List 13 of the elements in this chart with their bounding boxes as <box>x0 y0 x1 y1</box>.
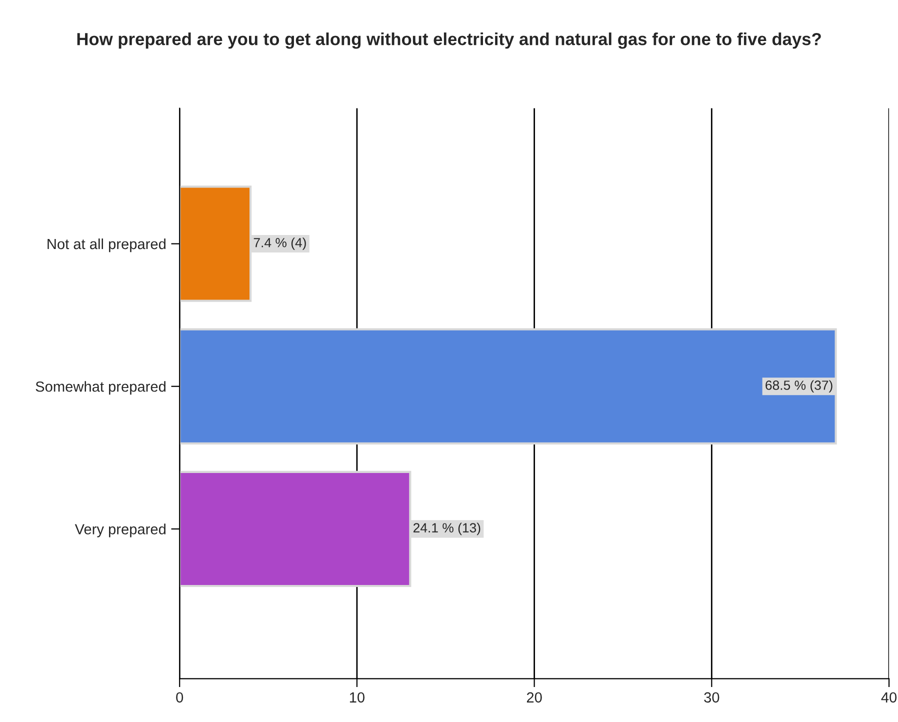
chart-title: How prepared are you to get along without electricity and natural gas for one to five days? <box>77 32 821 49</box>
y-tick-label: Not at all prepared <box>48 238 166 252</box>
x-tick-label: 0 <box>176 692 184 703</box>
bar <box>180 328 837 444</box>
x-tick-label: 20 <box>526 692 542 703</box>
x-tick-label: 10 <box>350 692 364 703</box>
y-tick-label: Somewhat prepared <box>36 381 166 395</box>
data-label: 7.4 % (4) <box>254 238 306 250</box>
x-tick-label: 40 <box>881 692 897 703</box>
data-label: 24.1 % (13) <box>413 522 480 536</box>
x-tick-label: 30 <box>704 692 720 703</box>
y-tick-label: Very prepared <box>74 524 166 538</box>
data-label: 68.5 % (37) <box>766 380 832 393</box>
